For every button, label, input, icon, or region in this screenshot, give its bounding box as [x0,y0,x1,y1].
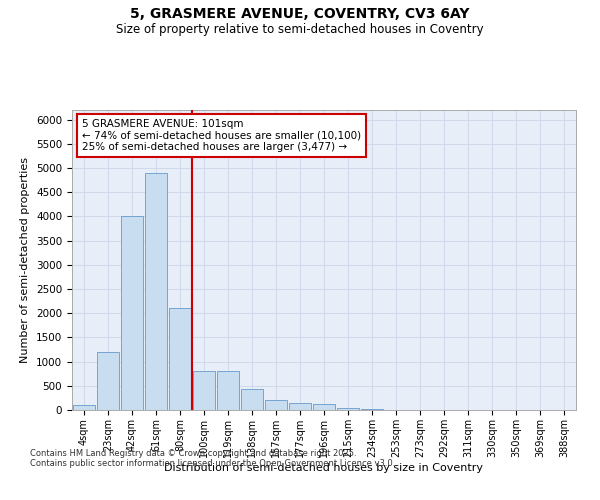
Bar [97,352,119,410]
Text: 5, GRASMERE AVENUE, COVENTRY, CV3 6AY: 5, GRASMERE AVENUE, COVENTRY, CV3 6AY [130,8,470,22]
Text: 5 GRASMERE AVENUE: 101sqm
← 74% of semi-detached houses are smaller (10,100)
25%: 5 GRASMERE AVENUE: 101sqm ← 74% of semi-… [82,119,361,152]
Text: Contains HM Land Registry data © Crown copyright and database right 2025.: Contains HM Land Registry data © Crown c… [30,448,356,458]
Bar [217,372,239,410]
Text: Size of property relative to semi-detached houses in Coventry: Size of property relative to semi-detach… [116,22,484,36]
Bar [193,372,215,410]
Bar [313,404,335,410]
Bar [145,173,167,410]
Bar [289,402,311,410]
Bar [361,409,383,410]
Y-axis label: Number of semi-detached properties: Number of semi-detached properties [20,157,31,363]
Bar [241,389,263,410]
X-axis label: Distribution of semi-detached houses by size in Coventry: Distribution of semi-detached houses by … [164,462,484,472]
Bar [265,400,287,410]
Bar [121,216,143,410]
Bar [73,405,95,410]
Bar [337,408,359,410]
Text: Contains public sector information licensed under the Open Government Licence v3: Contains public sector information licen… [30,458,395,468]
Bar [169,308,191,410]
